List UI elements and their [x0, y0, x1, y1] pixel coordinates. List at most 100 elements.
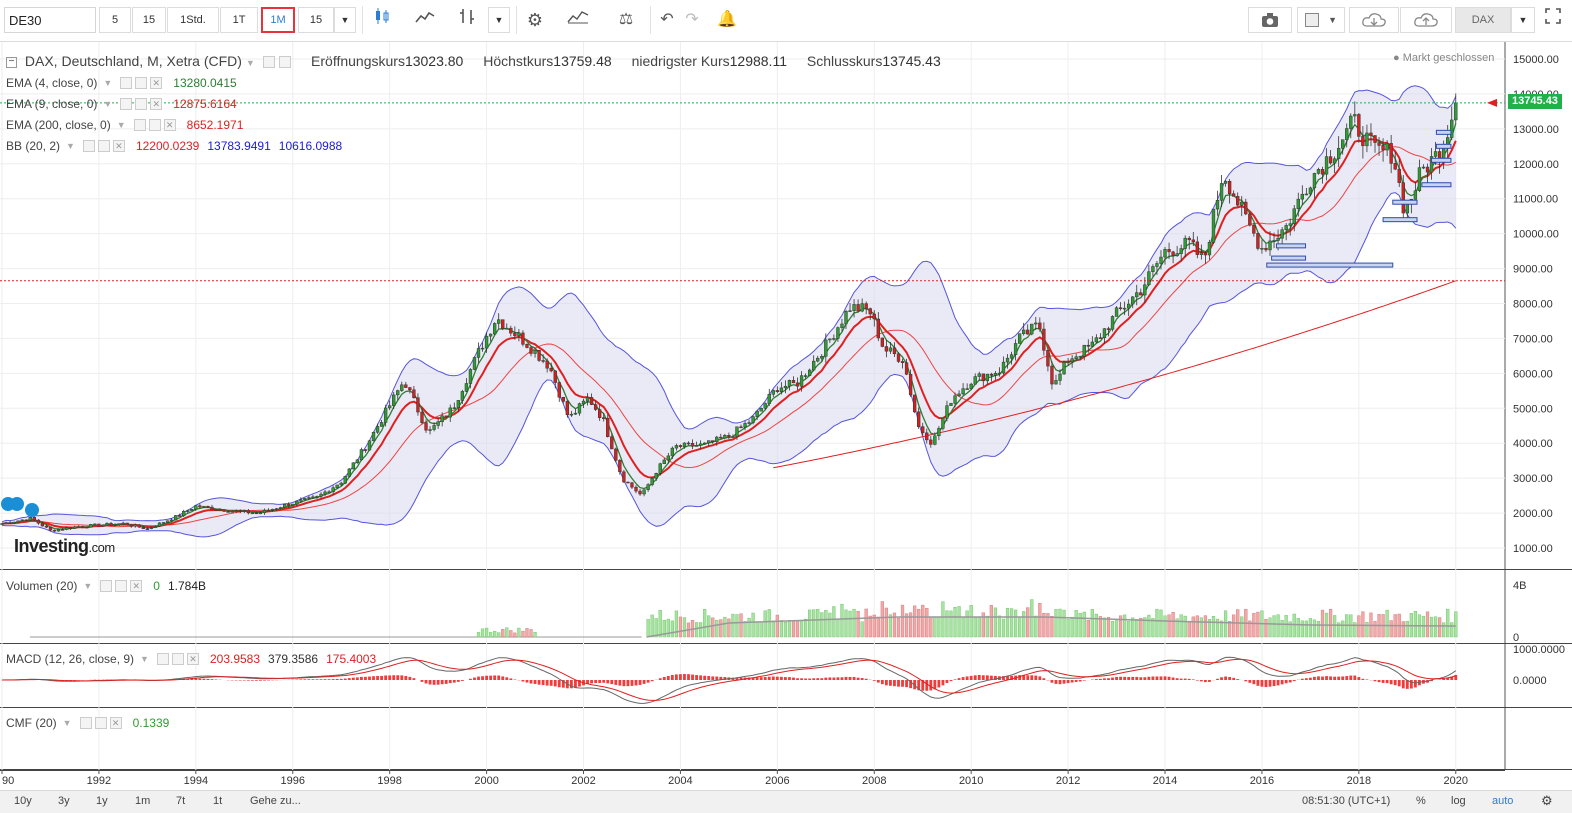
symbol-label-button[interactable]: DAX — [1455, 7, 1511, 33]
gear-icon[interactable]: ⚙ — [526, 10, 544, 30]
candle — [1433, 151, 1438, 157]
percent-toggle[interactable]: % — [1416, 795, 1426, 807]
settings-icon[interactable] — [171, 653, 184, 665]
legend-bollinger[interactable]: BB (20, 2) ▼ ✕ 12200.0239 13783.9491 1061… — [6, 139, 342, 153]
timeframe-1-hour[interactable]: 1Std. — [167, 7, 219, 33]
indicator-name: EMA (4, close, 0) — [6, 76, 98, 90]
candle — [1219, 183, 1224, 201]
settings-icon[interactable] — [279, 56, 292, 69]
timeframe-1-day[interactable]: 1T — [220, 7, 258, 33]
candles-icon[interactable] — [367, 7, 397, 33]
volume-bar — [1207, 619, 1212, 638]
visibility-icon[interactable] — [156, 653, 169, 665]
chart-type-dropdown[interactable]: ▼ — [488, 7, 510, 33]
visibility-icon[interactable] — [120, 98, 133, 110]
scale-compare-icon[interactable]: ⚖ — [618, 11, 634, 28]
macd-histogram-bar — [299, 679, 303, 680]
visibility-icon[interactable] — [82, 140, 95, 152]
goto-date-button[interactable]: Gehe zu... — [250, 795, 301, 807]
close-icon[interactable]: ✕ — [150, 77, 163, 89]
candle — [64, 527, 69, 530]
macd-histogram-bar — [1098, 678, 1102, 680]
chevron-down-icon[interactable]: ▼ — [62, 718, 72, 728]
settings-icon[interactable] — [94, 717, 107, 729]
macd-histogram-bar — [1248, 680, 1252, 683]
settings-icon[interactable] — [135, 77, 148, 89]
candle — [1131, 296, 1135, 305]
cloud-save-icon[interactable] — [1400, 7, 1452, 33]
range-10y[interactable]: 10y — [14, 795, 32, 807]
fullscreen-icon[interactable] — [1538, 7, 1568, 33]
chevron-down-icon[interactable]: ▼ — [103, 99, 113, 109]
chart-canvas[interactable]: 1000.00 2000.00 3000.00 4000.00 5000.00 6000.… — [0, 42, 1572, 790]
settings-icon[interactable] — [148, 119, 161, 131]
chart-area[interactable]: 1000.00 2000.00 3000.00 4000.00 5000.00 6000.… — [0, 42, 1572, 790]
chevron-down-icon[interactable]: ▼ — [116, 120, 126, 130]
indicators-icon[interactable] — [563, 7, 593, 33]
legend-macd[interactable]: MACD (12, 26, close, 9) ▼ ✕ 203.9583 379.… — [6, 652, 376, 666]
timeframe-custom[interactable]: 15 — [298, 7, 334, 33]
log-toggle[interactable]: log — [1451, 795, 1466, 807]
visibility-icon[interactable] — [100, 580, 113, 592]
visibility-icon[interactable] — [79, 717, 92, 729]
visibility-icon[interactable] — [263, 56, 276, 69]
candle — [117, 523, 121, 525]
undo-icon[interactable]: ↶ — [660, 11, 674, 28]
close-icon[interactable]: ✕ — [163, 119, 176, 131]
volume-bar — [1143, 617, 1147, 638]
timeframe-5-min[interactable]: 5 — [99, 7, 131, 33]
chevron-down-icon[interactable]: ▼ — [66, 141, 75, 151]
symbol-dropdown[interactable]: ▼ — [1511, 7, 1535, 33]
close-icon[interactable]: ✕ — [150, 98, 163, 110]
settings-icon[interactable] — [97, 140, 110, 152]
range-1y[interactable]: 1y — [96, 795, 108, 807]
chart-layout-button[interactable]: ▼ — [1297, 7, 1345, 33]
chevron-down-icon[interactable]: ▼ — [245, 58, 258, 68]
settings-icon[interactable] — [115, 580, 128, 592]
close-icon[interactable]: ✕ — [130, 580, 143, 592]
timeframe-15-min[interactable]: 15 — [132, 7, 166, 33]
gear-icon[interactable]: ⚙ — [1541, 793, 1553, 808]
redo-icon[interactable]: ↷ — [685, 11, 699, 28]
x-tick-label: 2010 — [959, 775, 983, 787]
volume-bar — [872, 614, 876, 638]
range-7t[interactable]: 7t — [176, 795, 186, 807]
close-icon[interactable]: ✕ — [109, 717, 122, 729]
macd-axis-label: 0.0000 — [1513, 675, 1547, 687]
range-1m[interactable]: 1m — [135, 795, 151, 807]
chevron-down-icon[interactable]: ▼ — [103, 78, 113, 88]
auto-toggle[interactable]: auto — [1492, 795, 1514, 807]
chevron-down-icon[interactable]: ▼ — [83, 581, 93, 591]
line-chart-icon[interactable] — [410, 7, 440, 33]
settings-icon[interactable] — [135, 98, 148, 110]
macd-histogram-bar — [1175, 678, 1179, 680]
add-alert-icon[interactable]: 🔔 — [717, 11, 737, 28]
symbol-input[interactable] — [4, 7, 96, 33]
cloud-load-icon[interactable] — [1349, 7, 1399, 33]
timeframe-1-month[interactable]: 1M — [261, 7, 295, 33]
candle — [876, 318, 880, 339]
timeframe-dropdown[interactable]: ▼ — [334, 7, 356, 33]
legend-cmf[interactable]: CMF (20) ▼ ✕ 0.1339 — [6, 716, 169, 730]
visibility-icon[interactable] — [133, 119, 146, 131]
ohlc-bars-icon[interactable] — [452, 7, 482, 33]
collapse-icon[interactable]: − — [6, 56, 17, 68]
legend-ema9[interactable]: EMA (9, close, 0) ▼ ✕ 12875.6164 — [6, 97, 237, 111]
legend-volume[interactable]: Volumen (20) ▼ ✕ 0 1.784B — [6, 579, 206, 593]
volume-bar — [985, 615, 989, 638]
candle — [1369, 132, 1373, 136]
volume-bar — [816, 608, 820, 638]
camera-icon[interactable] — [1248, 7, 1292, 33]
candle — [109, 523, 113, 526]
chevron-down-icon[interactable]: ▼ — [140, 654, 149, 664]
candle — [1139, 292, 1143, 296]
range-3y[interactable]: 3y — [58, 795, 70, 807]
close-icon[interactable]: ✕ — [112, 140, 125, 152]
macd-histogram-bar — [440, 680, 444, 685]
legend-ema200[interactable]: EMA (200, close, 0) ▼ ✕ 8652.1971 — [6, 118, 243, 132]
macd-histogram-bar — [679, 674, 682, 680]
close-icon[interactable]: ✕ — [186, 653, 199, 665]
range-1t[interactable]: 1t — [213, 795, 223, 807]
legend-ema4[interactable]: EMA (4, close, 0) ▼ ✕ 13280.0415 — [6, 76, 237, 90]
visibility-icon[interactable] — [120, 77, 133, 89]
